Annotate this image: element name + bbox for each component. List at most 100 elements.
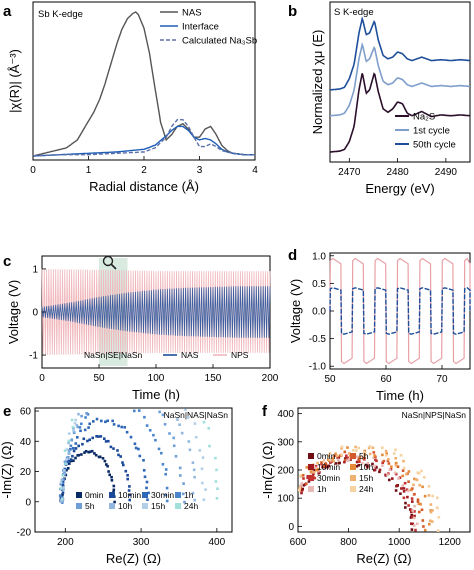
plot-frame <box>329 1 471 163</box>
data-point <box>67 432 71 435</box>
data-point <box>355 460 359 464</box>
data-point <box>76 425 79 429</box>
data-point <box>110 479 114 482</box>
data-point <box>385 454 388 457</box>
data-point <box>74 442 78 445</box>
data-point <box>147 491 150 495</box>
data-point <box>172 436 175 440</box>
data-point <box>62 486 65 489</box>
data-point <box>316 461 319 465</box>
data-point <box>306 476 309 480</box>
data-point <box>306 475 310 478</box>
data-point <box>373 468 377 472</box>
legend-swatch <box>109 503 115 509</box>
data-point <box>419 502 422 506</box>
data-point <box>429 503 433 506</box>
data-point <box>72 449 76 453</box>
data-point <box>111 419 114 423</box>
data-point <box>411 500 414 503</box>
series-line-nps <box>41 268 271 356</box>
data-point <box>404 501 407 505</box>
x-tick-label: 2490 <box>435 167 458 178</box>
x-tick-label: 800 <box>340 537 357 548</box>
data-point <box>378 468 382 472</box>
data-point <box>373 454 376 457</box>
data-point <box>178 423 181 426</box>
data-point <box>164 493 168 497</box>
magnifier-lens <box>102 255 114 267</box>
legend-entry: 30min <box>151 490 174 500</box>
data-point <box>193 498 196 502</box>
data-point <box>194 435 198 439</box>
data-point <box>174 455 178 458</box>
annotation: NaSn|NPS|NaSn <box>402 410 467 420</box>
data-point <box>98 455 102 459</box>
data-point <box>59 487 63 490</box>
data-point <box>142 459 145 462</box>
data-point <box>322 460 326 463</box>
data-point <box>357 464 361 467</box>
legend-entry: 15h <box>151 501 165 511</box>
y-axis-label: -Im(Z) (Ω) <box>260 441 275 498</box>
data-point <box>183 500 186 504</box>
y-tick-label: 40 <box>20 437 32 448</box>
data-point <box>366 461 370 465</box>
data-point <box>161 463 165 466</box>
series-line-2 <box>329 41 471 117</box>
plot-frame <box>34 407 233 533</box>
y-tick-label: 0.5 <box>312 279 326 290</box>
data-point <box>412 483 415 487</box>
data-point <box>423 528 427 532</box>
legend-swatch <box>308 453 314 459</box>
data-point <box>320 462 323 466</box>
data-point <box>126 477 129 481</box>
data-point <box>200 467 204 471</box>
data-point <box>84 416 87 419</box>
data-point <box>340 447 343 450</box>
data-point <box>81 442 84 446</box>
data-point <box>387 458 390 461</box>
data-point <box>399 454 403 457</box>
data-point <box>429 510 433 514</box>
panel-d: d 50 60 70 -1.0 -0.5 0.0 0.5 1.0 Time (h) Voltage … <box>288 247 471 403</box>
data-point <box>355 455 359 458</box>
data-point <box>384 473 387 477</box>
data-point <box>402 466 406 470</box>
data-point <box>413 514 416 518</box>
data-point <box>193 422 197 425</box>
y-tick-label: -0.5 <box>309 334 327 345</box>
data-point <box>336 456 339 459</box>
data-point <box>299 485 302 488</box>
legend-entry: 10h <box>359 462 373 472</box>
data-point <box>371 462 374 466</box>
data-point <box>65 448 69 451</box>
data-point <box>117 424 120 428</box>
data-point <box>366 464 369 467</box>
data-point <box>385 452 388 455</box>
data-point <box>80 453 83 456</box>
data-point <box>364 463 368 467</box>
data-point <box>191 461 195 464</box>
data-point <box>343 460 346 464</box>
data-point <box>420 469 423 473</box>
x-axis-label: Radial distance (Å) <box>89 179 199 194</box>
data-point <box>332 460 335 463</box>
data-point <box>346 446 349 449</box>
data-point <box>80 414 83 418</box>
data-point <box>145 486 148 490</box>
data-point <box>63 469 66 472</box>
data-point <box>146 498 149 501</box>
legend-swatch <box>308 486 314 492</box>
data-point <box>59 500 63 504</box>
data-point <box>71 454 74 458</box>
data-point <box>410 522 413 525</box>
data-point <box>92 420 95 423</box>
data-point <box>164 472 167 476</box>
data-point <box>313 476 317 480</box>
y-axis-label: -Im(Z) (Ω) <box>0 441 14 498</box>
data-point <box>103 437 106 440</box>
data-point <box>328 451 332 455</box>
panel-f: f NaSn|NPS|NaSn 600 800 1000 1200 0 100 200 300 40… <box>260 403 471 566</box>
